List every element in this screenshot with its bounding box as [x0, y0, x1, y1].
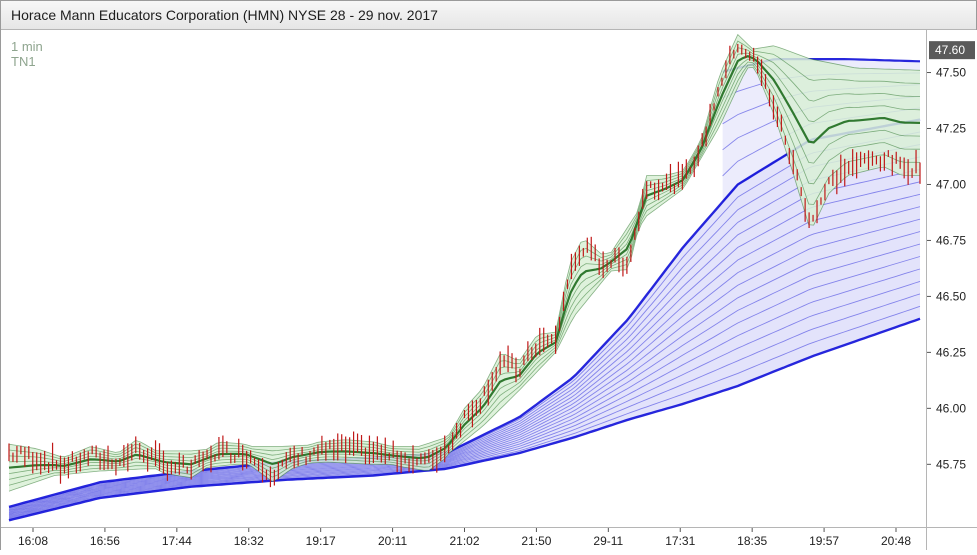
fast-ribbon-line — [8, 58, 921, 474]
y-tick-label: 47.00 — [936, 177, 966, 191]
price-axis[interactable]: 45.75 46.00 46.25 46.50 46.75 47.00 47.25 47.50… — [926, 30, 977, 527]
plot-area[interactable] — [1, 30, 926, 527]
time-axis-svg: 16:08 16:56 17:44 18:32 19:17 20:11 21:02 21:50… — [18, 528, 911, 548]
y-tick-label: 47.50 — [936, 66, 966, 80]
price-axis-svg: 45.75 46.00 46.25 46.50 46.75 47.00 47.25 47.50… — [927, 41, 975, 471]
slow-ribbon-line — [8, 243, 921, 516]
x-tick-label: 17:31 — [665, 534, 695, 548]
y-tick-label: 46.50 — [936, 289, 966, 303]
slow-ribbon-line — [8, 280, 921, 519]
slow-ribbon-line — [8, 193, 921, 513]
fast-ribbon-line — [8, 64, 921, 486]
slow-ribbon-line — [8, 181, 921, 512]
chart-title: Horace Mann Educators Corporation (HMN) … — [11, 7, 438, 23]
fast-ribbon-line — [8, 61, 920, 480]
x-tick-label: 21:50 — [521, 534, 551, 548]
slow-ribbon-line — [8, 293, 921, 520]
x-tick-label: 20:11 — [378, 534, 407, 548]
last-price-box — [929, 41, 975, 60]
y-tick-label: 46.75 — [936, 233, 966, 247]
y-tick-label: 45.75 — [936, 457, 966, 471]
slow-ribbon-line — [8, 144, 921, 509]
x-tick-label: 18:32 — [234, 534, 264, 548]
x-tick-label: 29-11 — [593, 534, 623, 548]
slow-ribbon-line — [8, 305, 921, 520]
fast-ribbon-line — [8, 66, 920, 492]
fast-ribbon-fill — [9, 34, 920, 492]
price-chart-svg — [8, 33, 921, 522]
x-tick-label: 16:56 — [90, 534, 120, 548]
time-axis[interactable]: 16:08 16:56 17:44 18:32 19:17 20:11 21:02 21:50… — [1, 527, 926, 550]
slow-ribbon-line — [8, 231, 921, 515]
last-price-label: 47.60 — [935, 43, 965, 57]
x-tick-label: 16:08 — [18, 534, 48, 548]
slow-ribbon-line — [8, 206, 921, 514]
interval-label: 1 min — [11, 39, 43, 54]
y-tick-label: 46.00 — [936, 401, 966, 415]
fast-ribbon-line — [8, 52, 921, 464]
legend: 1 min TN1 — [11, 39, 43, 69]
x-tick-label: 17:44 — [162, 534, 192, 548]
slow-ribbon-line — [8, 118, 921, 509]
fast-ribbon-line — [8, 55, 921, 469]
y-tick-label: 46.25 — [936, 345, 966, 359]
indicator-label: TN1 — [11, 54, 36, 69]
axis-corner — [926, 527, 977, 550]
slow-ribbon-line — [8, 317, 921, 522]
slow-ribbon-line — [8, 156, 921, 510]
slow-ribbon-line — [8, 168, 921, 511]
x-tick-label: 20:48 — [881, 534, 911, 548]
x-tick-label: 21:02 — [449, 534, 479, 548]
x-tick-label: 18:35 — [737, 534, 767, 548]
slow-ribbon-line — [8, 256, 921, 517]
slow-ribbon-line — [8, 268, 921, 518]
slow-ribbon-line — [8, 218, 921, 515]
y-tick-label: 47.25 — [936, 122, 966, 136]
title-bar: Horace Mann Educators Corporation (HMN) … — [1, 1, 976, 30]
fast-ribbon-line — [8, 33, 921, 458]
price-bars — [8, 43, 921, 488]
x-tick-label: 19:17 — [306, 534, 336, 548]
x-tick-label: 19:57 — [809, 534, 839, 548]
